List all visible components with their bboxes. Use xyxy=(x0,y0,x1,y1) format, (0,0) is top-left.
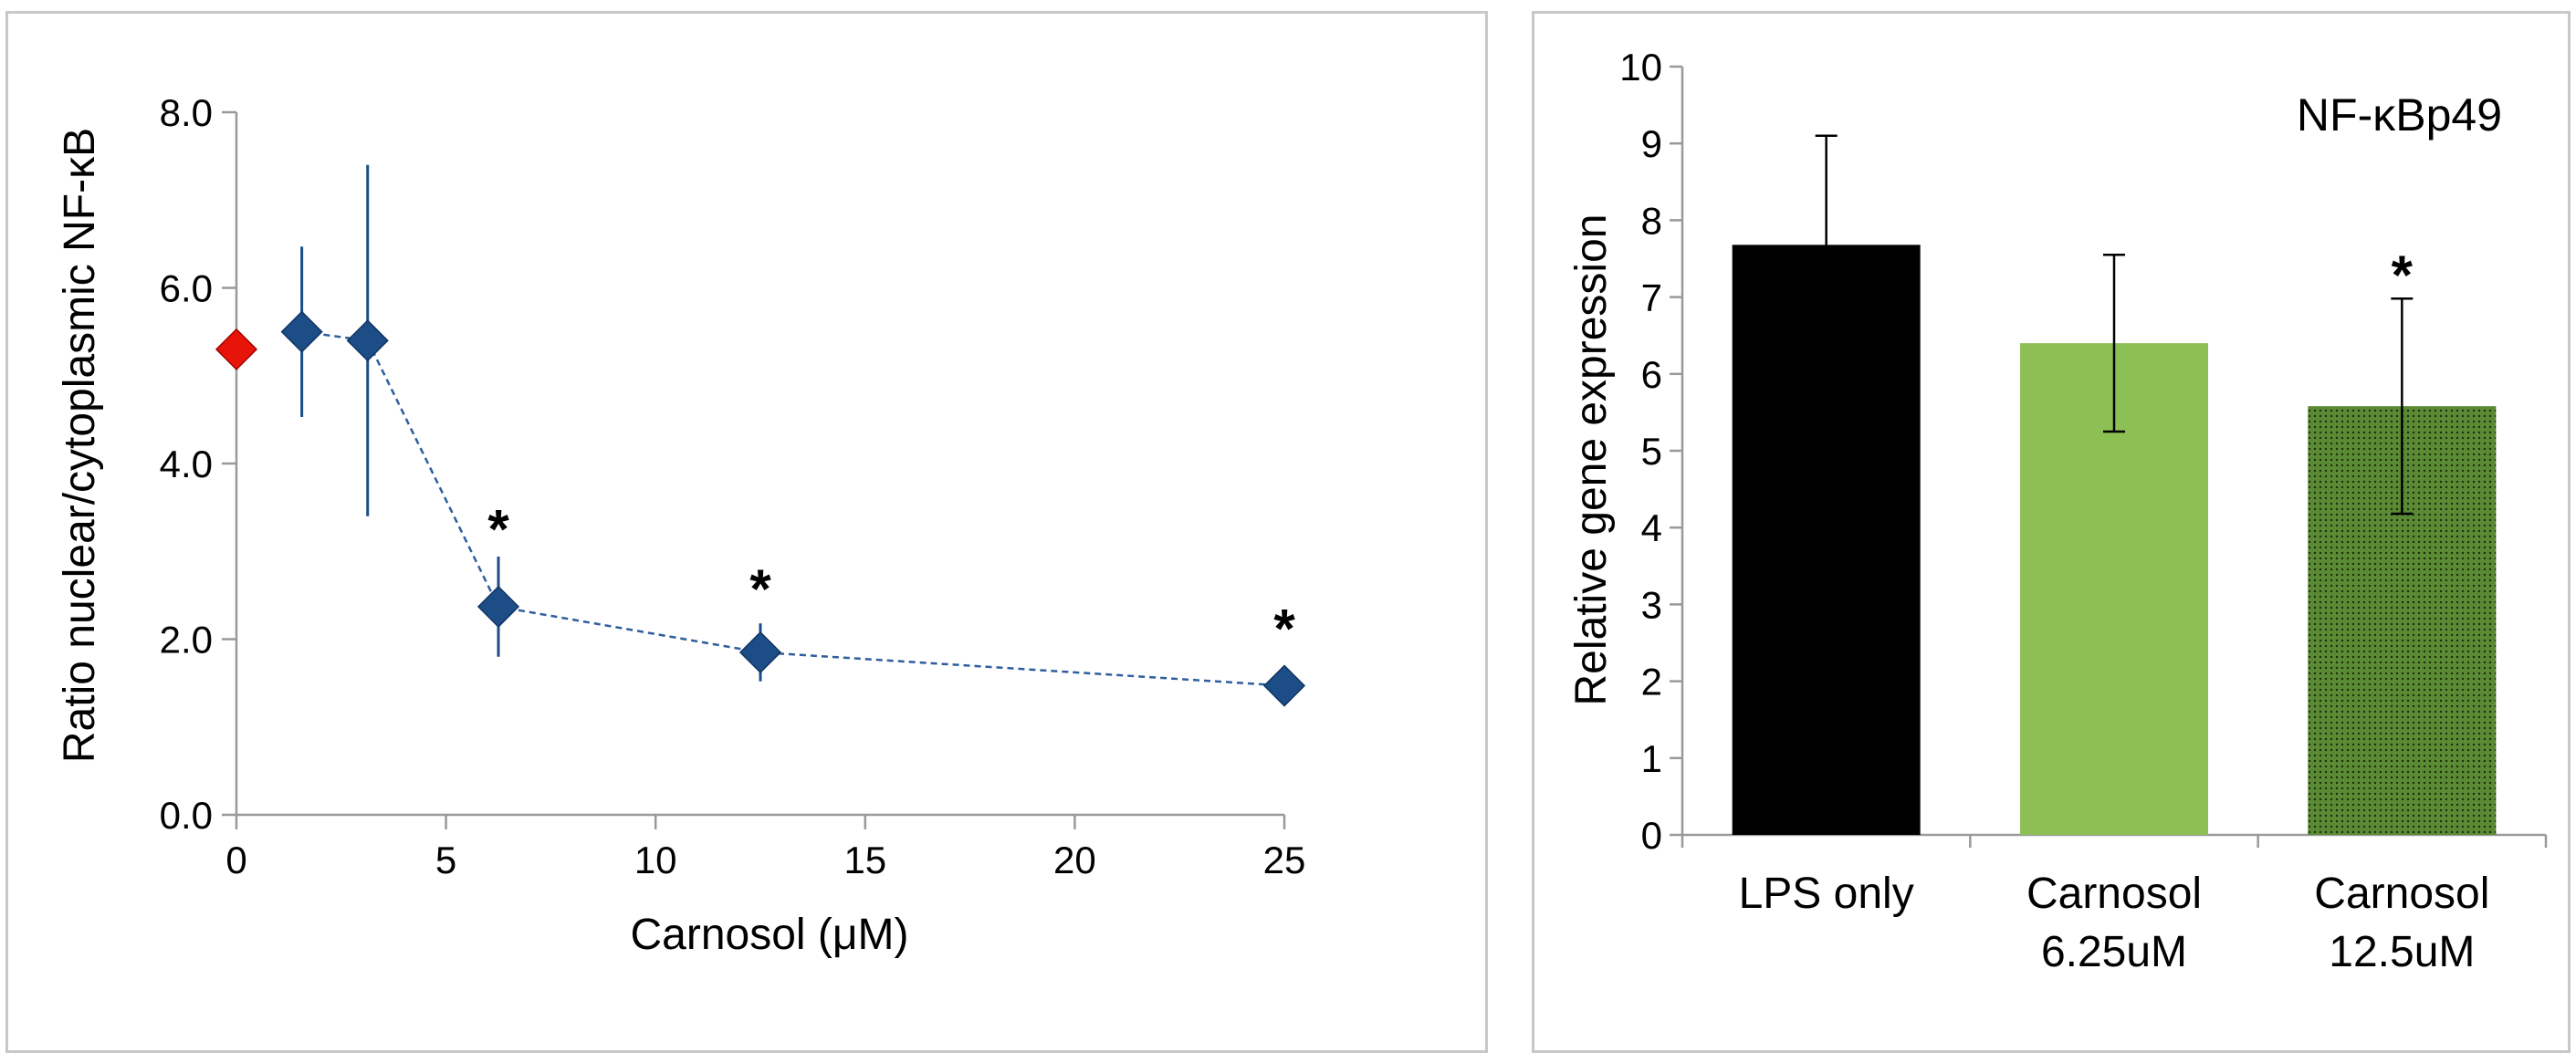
x-tick-label: 20 xyxy=(1053,839,1096,881)
y-tick-label: 2 xyxy=(1641,661,1662,703)
y-axis-title: Ratio nuclear/cytoplasmic NF-κB xyxy=(56,128,104,763)
y-tick-label: 0.0 xyxy=(160,794,213,837)
data-point-carnosol xyxy=(346,319,389,362)
data-point-carnosol xyxy=(280,310,323,353)
x-category-label: Carnosol xyxy=(2026,870,2202,918)
bar-chart: 0 1 2 3 4 5 6 7 8 9 10 Relative gene expression NF-κ… xyxy=(1567,46,2548,976)
y-tick-label: 2.0 xyxy=(160,619,213,662)
y-tick-label: 0 xyxy=(1641,814,1662,857)
data-point-carnosol xyxy=(738,631,782,673)
significance-marker: * xyxy=(1273,598,1295,659)
x-category-label: 6.25uM xyxy=(2041,928,2187,976)
y-axis-title: Relative gene expression xyxy=(1567,214,1616,706)
y-tick-label: 1 xyxy=(1641,737,1662,780)
x-tick-label: 10 xyxy=(634,839,677,881)
y-tick-label: 5 xyxy=(1641,430,1662,473)
x-tick-label: 15 xyxy=(843,839,886,881)
y-tick-label: 9 xyxy=(1641,122,1662,165)
y-tick-label: 8.0 xyxy=(160,91,213,134)
x-tick-label: 0 xyxy=(225,839,246,881)
y-tick-label: 6 xyxy=(1641,353,1662,396)
x-category-label: LPS only xyxy=(1739,870,1914,918)
chart-title: NF-κBp49 xyxy=(2297,89,2502,141)
trend-line xyxy=(301,330,1285,687)
right-chart-panel: 0 1 2 3 4 5 6 7 8 9 10 Relative gene expression NF-κ… xyxy=(1532,11,2571,1053)
y-tick-label: 4 xyxy=(1641,506,1662,549)
data-point-control xyxy=(215,328,258,370)
significance-marker: * xyxy=(749,558,771,620)
scatter-chart: 0.0 2.0 4.0 6.0 8.0 0 5 10 15 20 25 Carnosol (μM) Ra… xyxy=(56,91,1306,959)
x-tick-label: 5 xyxy=(435,839,456,881)
x-axis-title: Carnosol (μM) xyxy=(630,911,908,959)
x-tick-label: 25 xyxy=(1263,839,1306,881)
y-tick-label: 3 xyxy=(1641,583,1662,626)
significance-marker: * xyxy=(2392,245,2414,306)
left-chart-panel: 0.0 2.0 4.0 6.0 8.0 0 5 10 15 20 25 Carnosol (μM) Ra… xyxy=(5,11,1488,1053)
y-tick-label: 8 xyxy=(1641,199,1662,242)
x-category-label: Carnosol xyxy=(2314,870,2489,918)
y-tick-label: 7 xyxy=(1641,276,1662,319)
data-point-carnosol xyxy=(476,585,520,628)
data-point-carnosol xyxy=(1262,664,1306,707)
x-category-label: 12.5uM xyxy=(2329,928,2475,976)
significance-marker: * xyxy=(487,499,509,560)
y-tick-label: 6.0 xyxy=(160,267,213,310)
y-tick-label: 10 xyxy=(1619,46,1662,89)
y-tick-label: 4.0 xyxy=(160,443,213,485)
